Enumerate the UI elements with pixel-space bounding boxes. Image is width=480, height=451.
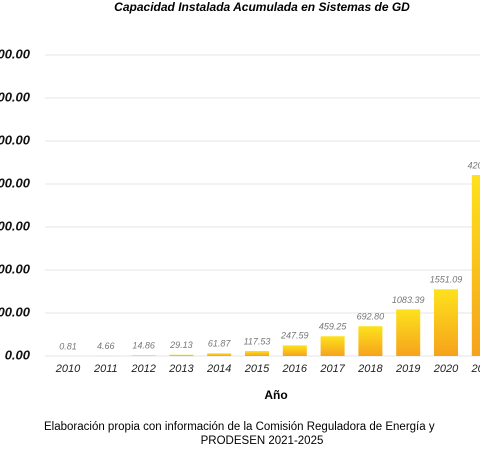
bar [169, 354, 194, 356]
value-label: 4.66 [97, 341, 115, 351]
x-tick-label: 2018 [357, 363, 383, 375]
chart-title: Capacidad Instalada Acumulada en Sistema… [114, 0, 410, 14]
value-label: 0.81 [59, 341, 77, 351]
x-tick-label: 2015 [244, 363, 270, 375]
value-label: 29.13 [169, 340, 193, 350]
value-label: 61.87 [208, 339, 232, 349]
value-label: 117.53 [244, 336, 271, 346]
bar [207, 353, 232, 356]
bar [471, 175, 480, 356]
source: Elaboración propia con información de la… [44, 421, 435, 433]
bar [131, 355, 156, 356]
value-label: 459.25 [319, 322, 348, 332]
value-label: 1551.09 [430, 275, 463, 285]
value-label: 247.59 [280, 331, 309, 341]
value-label: 4209.00 [468, 160, 480, 170]
y-tick-label: 3000.00 [0, 218, 31, 233]
x-tick-label: 2010 [55, 363, 81, 375]
bar [358, 326, 383, 356]
x-tick-label: 2013 [168, 363, 194, 375]
x-tick-label: 2014 [206, 363, 231, 375]
value-label: 1083.39 [392, 295, 425, 305]
value-label: 692.80 [357, 312, 385, 322]
y-tick-label: 4000.00 [0, 175, 31, 190]
value-label: 14.86 [132, 341, 155, 351]
y-tick-label: 7000.00 [0, 46, 31, 61]
source: PRODESEN 2021-2025 [201, 435, 324, 447]
x-tick-label: 2019 [395, 363, 420, 375]
bar [245, 350, 269, 356]
x-tick-label: 2021 [471, 363, 480, 375]
x-tick-label: 2020 [433, 363, 459, 375]
y-tick-label: 6000.00 [0, 89, 31, 104]
x-tick-label: 2017 [319, 363, 345, 375]
bar [434, 289, 458, 356]
bar [396, 309, 421, 356]
y-tick-label: 1000.00 [0, 304, 31, 319]
y-tick-label: 2000.00 [0, 261, 31, 276]
x-tick-label: 2012 [130, 363, 155, 375]
y-tick-label: 5000.00 [0, 132, 31, 147]
x-tick-label: 2011 [93, 363, 118, 375]
y-tick-label: 0.00 [5, 347, 31, 362]
bar [282, 345, 307, 356]
x-axis-label: Año [264, 388, 287, 402]
bar [320, 336, 345, 356]
x-tick-label: 2016 [282, 363, 308, 375]
